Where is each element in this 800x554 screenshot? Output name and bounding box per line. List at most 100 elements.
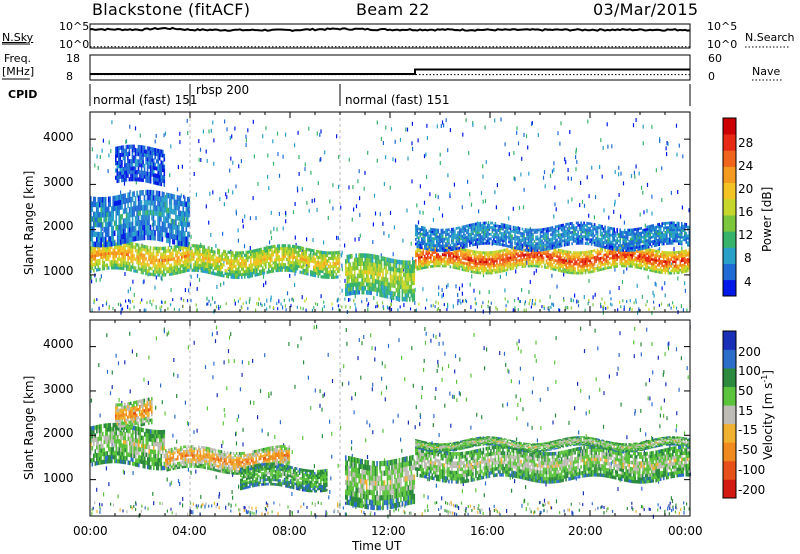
- power-panel-band-1: [163, 267, 165, 271]
- power-panel-band-4: [445, 262, 447, 266]
- power-panel-band-2: [292, 252, 294, 257]
- power-panel-band-1: [137, 258, 140, 262]
- power-panel-band-4: [440, 257, 443, 261]
- power-panel-band-2: [271, 264, 273, 268]
- power-panel-band-5: [164, 232, 167, 238]
- power-panel-band-1: [119, 251, 122, 256]
- power-panel-band-5: [121, 194, 123, 200]
- power-panel-band-2: [239, 256, 242, 260]
- power-panel-band-4: [672, 267, 674, 270]
- power-panel-band-1: [131, 242, 134, 246]
- power-panel-band-2: [268, 254, 270, 258]
- power-panel-band-3: [413, 280, 416, 285]
- power-panel-band-3: [395, 271, 398, 277]
- power-panel-band-4: [425, 259, 428, 262]
- power-panel-band-2: [295, 258, 297, 262]
- power-panel-speckle: [461, 283, 463, 288]
- power-panel-band-4: [641, 258, 644, 261]
- power-panel-band-2: [214, 264, 216, 268]
- power-panel-band-5: [143, 219, 146, 226]
- power-panel-band-1: [127, 258, 129, 263]
- power-panel-band-4: [464, 266, 467, 270]
- power-panel-band-4: [430, 265, 432, 268]
- power-panel-band-3: [383, 277, 386, 282]
- xtick-0000: 00:00: [73, 524, 108, 538]
- power-panel-band-4: [629, 255, 632, 259]
- power-panel-band-5: [140, 205, 143, 211]
- power-panel-speckle: [332, 206, 334, 211]
- power-panel-band-5: [100, 197, 102, 203]
- power-panel-band-4: [467, 249, 470, 252]
- power-panel-speckle: [389, 185, 391, 190]
- power-panel-band-2: [298, 248, 300, 252]
- power-panel-speckle: [143, 279, 145, 284]
- power-panel-band-2: [200, 263, 203, 268]
- power-panel-band-4: [479, 251, 482, 254]
- power-panel-speckle: [196, 286, 198, 291]
- power-panel-band-4: [675, 251, 677, 254]
- power-panel-band-2: [235, 254, 237, 258]
- power-panel-band-5: [151, 190, 153, 196]
- power-panel-band-1: [179, 258, 182, 262]
- power-panel-band-4: [512, 266, 515, 270]
- power-panel-band-4: [664, 267, 667, 270]
- power-panel-band-4: [505, 252, 507, 256]
- power-panel-band-2: [268, 245, 270, 250]
- power-panel-band-2: [314, 274, 317, 278]
- power-panel-band-2: [328, 256, 330, 260]
- power-panel-band-2: [265, 246, 267, 250]
- power-panel-band-5: [163, 206, 165, 213]
- power-panel-band-3: [362, 265, 365, 270]
- power-panel-band-4: [584, 257, 587, 261]
- power-panel-band-4: [586, 268, 588, 272]
- power-panel-band-4: [610, 256, 612, 260]
- power-panel-band-5: [116, 205, 119, 211]
- power-panel-band-4: [446, 258, 449, 261]
- power-panel-band-5: [185, 226, 188, 232]
- power-panel-speckle: [169, 243, 171, 247]
- power-panel-band-4: [509, 258, 512, 262]
- power-panel-speckle: [480, 191, 483, 196]
- power-panel-band-3: [395, 275, 398, 281]
- power-panel-band-2: [223, 252, 225, 256]
- power-panel-band-1: [97, 247, 100, 251]
- power-panel-band-2: [218, 270, 221, 274]
- power-panel-band-3: [374, 287, 377, 292]
- power-panel-band-3: [401, 284, 404, 290]
- power-panel-ground-scatter: [173, 307, 175, 311]
- power-panel-band-5: [130, 196, 132, 203]
- power-panel-band-4: [669, 271, 671, 275]
- power-panel-band-4: [607, 252, 609, 256]
- power-panel-speckle: [439, 161, 441, 166]
- power-panel-band-3: [349, 286, 352, 292]
- power-panel-band-4: [463, 266, 465, 269]
- power-panel-band-5: [115, 210, 117, 216]
- power-panel-band-1: [166, 258, 168, 262]
- power-panel-band-2: [230, 275, 233, 279]
- power-panel-band-5: [93, 241, 95, 247]
- power-panel-band-4: [523, 253, 525, 257]
- power-panel-speckle: [594, 292, 596, 297]
- power-panel-ground-scatter: [601, 297, 603, 301]
- power-panel-speckle: [634, 174, 636, 179]
- power-panel-band-5: [139, 225, 141, 231]
- power-panel-speckle: [441, 288, 443, 292]
- power-panel-band-1: [118, 251, 120, 255]
- power-panel-speckle: [441, 213, 444, 218]
- power-panel-band-2: [220, 257, 222, 261]
- power-panel-speckle: [320, 157, 322, 162]
- power-panel-band-1: [182, 255, 185, 259]
- power-panel-speckle: [212, 190, 214, 195]
- power-panel-band-4: [491, 251, 494, 254]
- power-panel-band-1: [161, 273, 164, 277]
- power-panel-speckle: [471, 274, 473, 279]
- power-panel-band-4: [675, 257, 677, 261]
- power-panel-ground-scatter: [550, 305, 552, 309]
- power-panel-band-4: [587, 270, 590, 274]
- power-panel-band-2: [260, 261, 263, 265]
- power-panel-band-3: [365, 261, 368, 267]
- power-panel-band-2: [247, 253, 249, 257]
- power-panel-band-3: [361, 285, 363, 291]
- power-panel-band-1: [137, 249, 140, 253]
- power-panel-band-2: [253, 263, 255, 267]
